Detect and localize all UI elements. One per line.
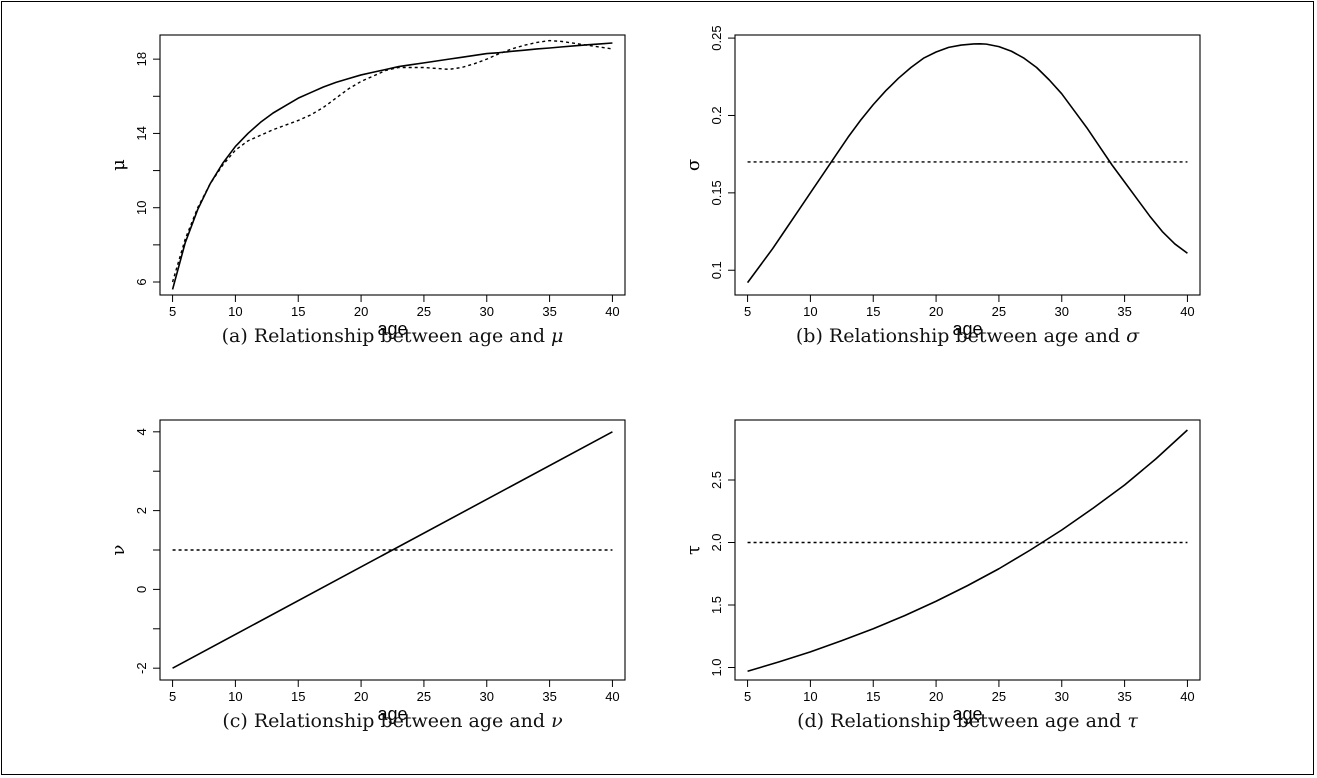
caption-text: Relationship between age and [253, 710, 552, 732]
x-tick-label: 35 [1117, 304, 1131, 319]
y-tick-label: 0 [134, 586, 149, 593]
x-tick-label: 5 [744, 304, 751, 319]
x-axis-label: age [377, 319, 407, 339]
y-tick-label: 4 [134, 428, 149, 435]
x-tick-label: 30 [1055, 304, 1069, 319]
y-tick-label: 10 [134, 200, 149, 214]
x-axis-label: age [952, 704, 982, 724]
y-tick-label: 6 [134, 278, 149, 285]
series-line-solid [747, 429, 1188, 673]
chart-caption: (d) Relationship between age and τ [705, 710, 1230, 732]
caption-prefix: (b) [795, 325, 829, 347]
x-tick-label: 30 [1055, 689, 1069, 704]
caption-symbol: ν [551, 710, 563, 732]
x-tick-label: 25 [992, 304, 1006, 319]
plot-area [734, 419, 1201, 681]
y-tick-label: 0.25 [709, 25, 724, 50]
y-axis-label: ν [108, 545, 129, 556]
y-tick-label: 0.1 [709, 261, 724, 279]
x-tick-label: 10 [803, 689, 817, 704]
x-tick-label: 35 [1117, 689, 1131, 704]
x-tick-label: 35 [542, 304, 556, 319]
x-tick-label: 15 [866, 689, 880, 704]
y-tick-label: -2 [134, 662, 149, 674]
y-tick-label: 2.5 [709, 471, 724, 489]
plot-area [734, 34, 1201, 296]
x-tick-label: 25 [417, 689, 431, 704]
caption-symbol: μ [551, 325, 564, 347]
x-tick-label: 10 [228, 304, 242, 319]
plot-area [159, 34, 626, 296]
series-line-dotted [171, 39, 613, 283]
y-tick-label: 1.5 [709, 596, 724, 614]
x-tick-label: 20 [354, 689, 368, 704]
series-line-solid [171, 42, 613, 290]
x-tick-label: 5 [744, 689, 751, 704]
x-tick-label: 15 [866, 304, 880, 319]
x-tick-label: 10 [803, 304, 817, 319]
caption-text: Relationship between age and [253, 325, 552, 347]
x-tick-label: 40 [605, 689, 619, 704]
y-axis-label: τ [683, 545, 704, 555]
series-line-solid [746, 43, 1188, 284]
y-tick-label: 2.0 [709, 533, 724, 551]
series-line-solid [172, 431, 613, 669]
x-tick-label: 35 [542, 689, 556, 704]
x-tick-label: 10 [228, 689, 242, 704]
x-tick-label: 15 [291, 689, 305, 704]
caption-prefix: (a) [221, 325, 254, 347]
chart-caption: (c) Relationship between age and ν [130, 710, 655, 732]
x-axis-label: age [952, 319, 982, 339]
caption-symbol: σ [1126, 325, 1140, 347]
x-tick-label: 40 [605, 304, 619, 319]
caption-text: Relationship between age and [828, 325, 1127, 347]
y-axis-label: μ [108, 159, 129, 171]
y-tick-label: 0.15 [709, 180, 724, 205]
y-tick-label: 14 [134, 126, 149, 140]
y-axis-label: σ [683, 159, 704, 171]
y-tick-label: 2 [134, 507, 149, 514]
x-tick-label: 40 [1180, 304, 1194, 319]
caption-prefix: (d) [797, 710, 831, 732]
y-tick-label: 18 [134, 52, 149, 66]
chart-caption: (a) Relationship between age and μ [130, 325, 655, 347]
x-tick-label: 20 [929, 689, 943, 704]
caption-text: Relationship between age and [830, 710, 1128, 732]
x-tick-label: 30 [480, 689, 494, 704]
x-tick-label: 5 [169, 304, 176, 319]
x-tick-label: 20 [354, 304, 368, 319]
x-tick-label: 25 [992, 689, 1006, 704]
y-tick-label: 1.0 [709, 658, 724, 676]
caption-prefix: (c) [222, 710, 254, 732]
caption-symbol: τ [1127, 710, 1138, 732]
x-tick-label: 25 [417, 304, 431, 319]
x-axis-label: age [377, 704, 407, 724]
x-tick-label: 5 [169, 689, 176, 704]
x-tick-label: 15 [291, 304, 305, 319]
x-tick-label: 40 [1180, 689, 1194, 704]
chart-caption: (b) Relationship between age and σ [705, 325, 1230, 347]
x-tick-label: 30 [480, 304, 494, 319]
y-tick-label: 0.2 [709, 106, 724, 124]
x-tick-label: 20 [929, 304, 943, 319]
